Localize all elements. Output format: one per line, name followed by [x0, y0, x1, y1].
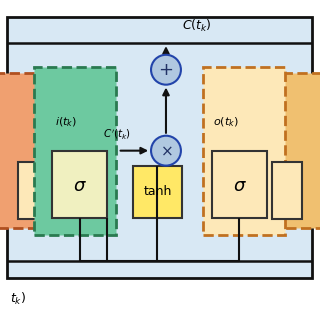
Text: $C'(t_k)$: $C'(t_k)$	[103, 126, 131, 140]
Text: tanh: tanh	[143, 185, 172, 198]
Bar	[271, 73, 320, 228]
Bar	[203, 67, 285, 235]
Text: $\sigma$: $\sigma$	[233, 177, 246, 195]
Bar	[212, 151, 267, 218]
Text: $+$: $+$	[158, 61, 173, 79]
Text: $C(t_k)$: $C(t_k)$	[181, 18, 211, 34]
Text: $o(t_k)$: $o(t_k)$	[213, 116, 238, 130]
Text: $t_k)$: $t_k)$	[10, 291, 27, 307]
Bar	[52, 151, 107, 218]
Text: $\times$: $\times$	[160, 143, 172, 158]
Bar	[7, 17, 312, 278]
Bar	[34, 67, 116, 235]
Circle shape	[151, 136, 181, 166]
Bar	[0, 73, 49, 228]
Bar	[18, 162, 48, 219]
Text: $i(t_k)$: $i(t_k)$	[55, 116, 77, 130]
Text: $\sigma$: $\sigma$	[73, 177, 87, 195]
Bar	[272, 162, 302, 219]
Circle shape	[151, 55, 181, 85]
Bar	[133, 166, 181, 218]
